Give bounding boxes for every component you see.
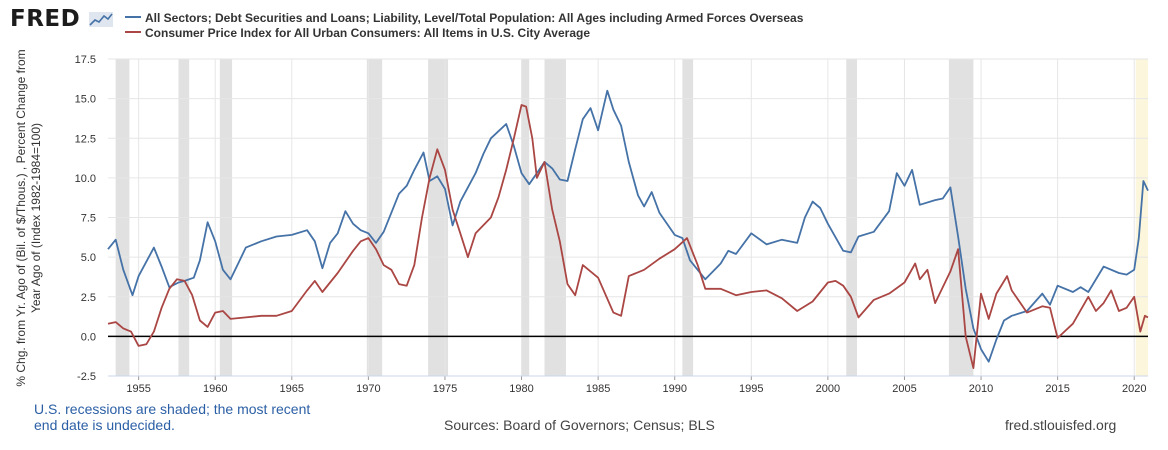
legend-swatch-debt: [125, 15, 141, 18]
y-axis-title: % Chg. from Yr. Ago of (Bil. of $/Thous.…: [14, 49, 43, 386]
recession-band: [428, 59, 449, 376]
recession-band: [682, 59, 694, 376]
x-tick-label: 2005: [892, 383, 916, 395]
x-tick-label: 1960: [203, 383, 227, 395]
legend-item-debt[interactable]: All Sectors; Debt Securities and Loans; …: [125, 11, 803, 26]
y-axis-title-line1: % Chg. from Yr. Ago of (Bil. of $/Thous.…: [14, 49, 28, 386]
y-tick-label: -2.5: [77, 371, 96, 383]
x-tick-label: 1985: [586, 383, 610, 395]
recession-band: [948, 59, 974, 376]
legend-label-cpi: Consumer Price Index for All Urban Consu…: [145, 26, 590, 40]
y-tick-label: 5.0: [81, 252, 96, 264]
y-tick-label: 0.0: [81, 331, 96, 343]
x-tick-label: 1975: [433, 383, 457, 395]
legend-label-debt: All Sectors; Debt Securities and Loans; …: [145, 11, 804, 25]
x-tick-label: 2015: [1045, 383, 1069, 395]
x-tick-label: 1995: [739, 383, 763, 395]
chart-line-icon: [89, 12, 113, 27]
x-tick-label: 2020: [1122, 383, 1146, 395]
x-tick-label: 1990: [662, 383, 686, 395]
y-tick-label: 10.0: [75, 173, 96, 185]
y-tick-label: 7.5: [81, 213, 96, 225]
series-line-cpi: [107, 104, 1149, 369]
recession-band: [366, 59, 383, 376]
recession-band: [1135, 59, 1148, 376]
recession-note-line2: end date is undecided.: [34, 417, 175, 433]
y-tick-label: 15.0: [75, 94, 96, 106]
legend-swatch-cpi: [125, 30, 141, 33]
x-tick-label: 1955: [126, 383, 150, 395]
x-tick-label: 2000: [816, 383, 840, 395]
x-tick-label: 1980: [509, 383, 533, 395]
y-tick-label: 12.5: [75, 133, 96, 145]
recession-note-line1: U.S. recessions are shaded; the most rec…: [34, 401, 311, 417]
site-link[interactable]: fred.stlouisfed.org: [1005, 417, 1117, 433]
series-line-debt: [107, 89, 1149, 363]
recession-band: [521, 59, 530, 376]
recession-note: U.S. recessions are shaded; the most rec…: [34, 401, 344, 433]
recession-band: [544, 59, 566, 376]
recession-band: [219, 59, 233, 376]
legend-item-cpi[interactable]: Consumer Price Index for All Urban Consu…: [125, 26, 803, 41]
recession-band: [178, 59, 190, 376]
y-tick-label: 2.5: [81, 292, 96, 304]
chart-legend: All Sectors; Debt Securities and Loans; …: [125, 11, 803, 41]
x-tick-label: 2010: [969, 383, 993, 395]
sources-text: Sources: Board of Governors; Census; BLS: [444, 417, 715, 433]
recession-band: [846, 59, 857, 376]
recession-band: [115, 59, 130, 376]
y-tick-label: 17.5: [75, 54, 96, 66]
y-axis-title-line2: Year Ago of (Index 1982-1984=100): [29, 123, 43, 313]
x-tick-label: 1970: [356, 383, 380, 395]
x-tick-label: 1965: [280, 383, 304, 395]
fred-logo[interactable]: FRED: [10, 6, 81, 32]
